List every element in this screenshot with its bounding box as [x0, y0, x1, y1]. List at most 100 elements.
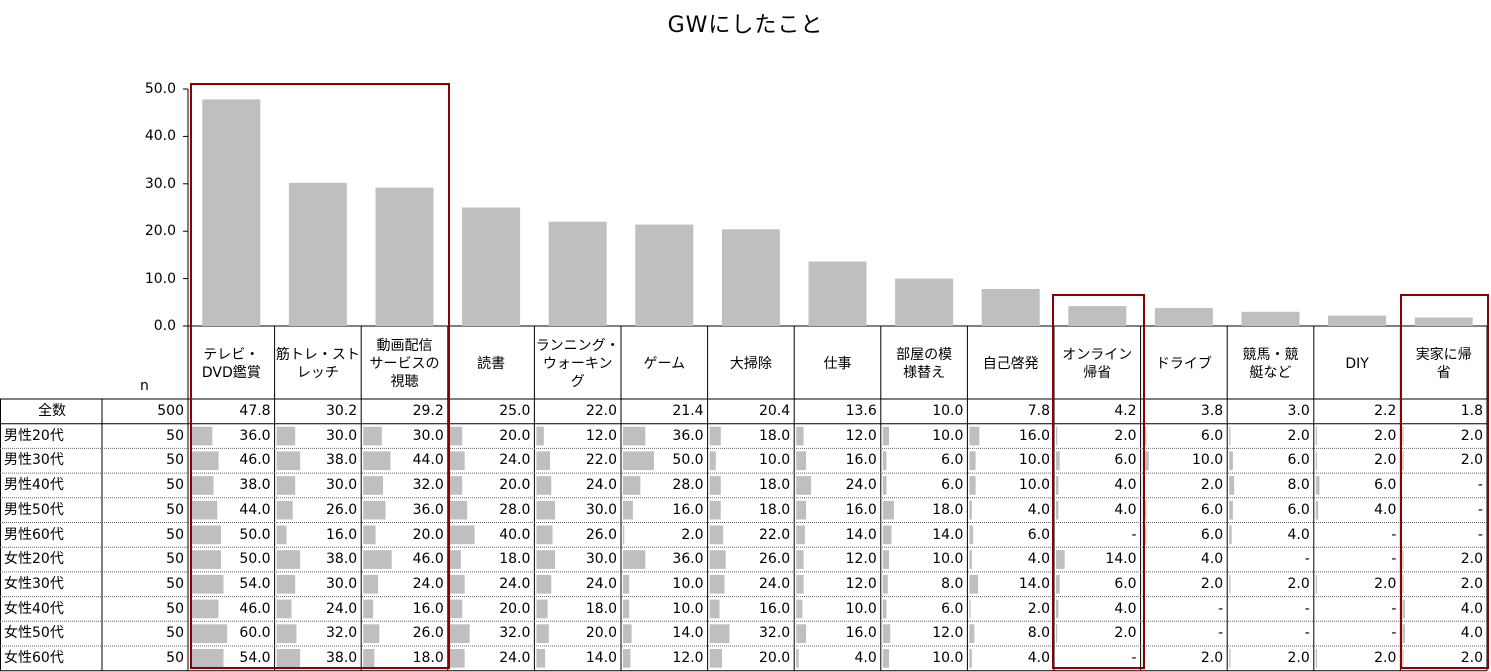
cell-bar [969, 550, 972, 569]
cell-bar [276, 624, 297, 643]
bar [202, 99, 261, 326]
cell-value: 30.0 [585, 551, 617, 568]
cell-bar [363, 550, 392, 569]
cell-bar [709, 550, 726, 569]
cell-value: 14.0 [1018, 575, 1050, 592]
cell-value: 4.0 [1114, 501, 1137, 518]
category-label: ランニング・ ウォーキン グ [535, 338, 620, 390]
cell-bar [969, 649, 972, 668]
cell-bar [709, 451, 716, 471]
cell-value: 22.0 [759, 526, 791, 543]
bar [981, 289, 1040, 326]
category-label: 仕事 [823, 356, 852, 372]
cell-bar [536, 599, 548, 619]
cell-value: - [1391, 600, 1397, 617]
cell-bar [882, 550, 889, 569]
cell-bar [882, 624, 891, 643]
cell-value: 32.0 [412, 477, 444, 494]
cell-value: 36.0 [672, 427, 704, 444]
cell-value: 2.0 [1200, 650, 1224, 666]
value-label: 25.0 [499, 403, 531, 419]
cell-value: 8.0 [941, 575, 964, 592]
row-label: 男性60代 [4, 526, 64, 543]
cell-value: 26.0 [326, 501, 358, 518]
row-n: 50 [166, 625, 184, 642]
cell-value: 54.0 [239, 575, 271, 592]
cell-value: 2.0 [1200, 477, 1224, 494]
cell-value: 4.0 [1114, 477, 1137, 494]
cell-value: 28.0 [499, 501, 531, 518]
cell-bar [882, 574, 888, 594]
cell-value: 4.0 [1374, 501, 1397, 518]
cell-bar [449, 525, 475, 545]
cell-bar [190, 624, 228, 643]
cell-bar [536, 624, 549, 643]
cell-bar [623, 476, 641, 495]
cell-value: 6.0 [1287, 452, 1310, 469]
cell-value: 46.0 [239, 452, 271, 469]
cell-bar [709, 574, 725, 594]
cell-value: 26.0 [585, 526, 617, 543]
highlight-box [1400, 294, 1489, 669]
cell-value: 4.0 [1027, 501, 1050, 518]
cell-value: 6.0 [1287, 501, 1310, 518]
cell-bar [449, 451, 465, 471]
highlight-box [190, 83, 450, 669]
cell-value: 32.0 [326, 625, 358, 642]
cell-value: 6.0 [1200, 501, 1224, 518]
cell-value: 44.0 [239, 501, 271, 518]
cell-value: 10.0 [932, 650, 964, 666]
cell-value: 30.0 [412, 427, 444, 444]
cell-bar [536, 649, 546, 668]
cell-value: 12.0 [585, 427, 617, 444]
cell-value: - [1218, 625, 1224, 642]
cell-bar [796, 649, 799, 668]
cell-bar [969, 451, 976, 471]
cell-value: 2.0 [1460, 650, 1483, 666]
cell-bar [449, 500, 468, 520]
cell-bar [1402, 451, 1404, 471]
cell-value: 14.0 [845, 526, 877, 543]
bar [721, 229, 780, 326]
cell-value: 36.0 [412, 501, 444, 518]
cell-bar [882, 500, 894, 520]
category-label: 競馬・競 艇など [1242, 347, 1299, 381]
cell-bar [449, 599, 463, 619]
cell-value: 14.0 [932, 526, 964, 543]
cell-value: 10.0 [1192, 452, 1224, 469]
bar [1328, 315, 1387, 326]
cell-bar [536, 574, 552, 594]
cell-value: 2.0 [1287, 650, 1310, 666]
cell-value: 40.0 [499, 526, 531, 543]
row-n: 50 [166, 600, 184, 617]
cell-value: 60.0 [239, 625, 271, 642]
y-tick-label: 10.0 [144, 270, 176, 287]
cell-bar [536, 426, 544, 446]
cell-bar [709, 599, 720, 619]
cell-bar [1056, 574, 1060, 594]
bar [375, 187, 434, 326]
cell-bar [536, 500, 555, 520]
cell-bar [1315, 476, 1320, 495]
cell-value: 2.0 [681, 526, 704, 543]
cell-bar [709, 525, 724, 545]
cell-bar [882, 476, 887, 495]
cell-bar [1056, 476, 1059, 495]
cell-value: 4.0 [854, 650, 877, 666]
cell-value: 10.0 [932, 427, 964, 444]
cell-value: 6.0 [1200, 427, 1224, 444]
cell-bar [1402, 624, 1405, 643]
category-label: 読書 [477, 356, 506, 372]
bar [1068, 306, 1127, 326]
cell-value: 2.0 [1460, 452, 1483, 469]
cell-bar [276, 649, 301, 668]
cell-bar [1315, 500, 1319, 520]
cell-bar [623, 649, 631, 668]
cell-bar [1402, 599, 1405, 619]
value-label: 21.4 [672, 403, 704, 419]
category-label: DIY [1345, 356, 1369, 372]
category-label: 実家に帰 省 [1415, 347, 1472, 381]
cell-bar [709, 624, 730, 643]
cell-value: - [1477, 477, 1483, 494]
cell-value: 2.0 [1287, 427, 1310, 444]
